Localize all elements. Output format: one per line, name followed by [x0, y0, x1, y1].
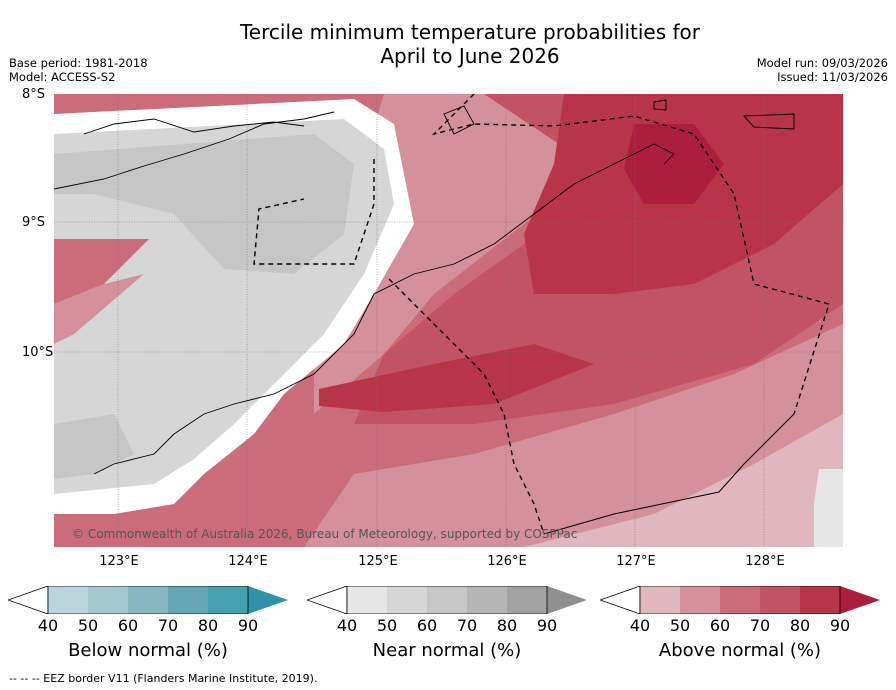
- below-tick: 60: [117, 616, 139, 635]
- zone-above-90: [624, 124, 724, 204]
- near-swatch-50: [387, 586, 427, 614]
- lon-label-126e: 126°E: [487, 554, 527, 569]
- above-tick: 50: [669, 616, 691, 635]
- below-tick: 90: [237, 616, 259, 635]
- near-tick: 90: [536, 616, 558, 635]
- above-tick: 40: [629, 616, 651, 635]
- probability-map[interactable]: [54, 94, 843, 547]
- zone-near-60: [54, 134, 354, 274]
- above-swatch-50: [680, 586, 720, 614]
- meta-right: Model run: 09/03/2026 Issued: 11/03/2026: [757, 56, 888, 84]
- colorbar-near-label: Near normal (%): [372, 640, 522, 661]
- above-tick: 80: [789, 616, 811, 635]
- below-tick: 50: [77, 616, 99, 635]
- above-arrow-left: [598, 585, 641, 615]
- zone-above-80-south: [319, 344, 594, 412]
- zone-above-50-west: [54, 274, 144, 344]
- model-run: Model run: 09/03/2026: [756, 56, 888, 70]
- colorbar-below-label: Below normal (%): [68, 640, 228, 661]
- zone-above-60-west: [54, 239, 149, 304]
- below-swatch-80: [208, 586, 248, 614]
- below-tick: 80: [197, 616, 219, 635]
- below-tick: 40: [37, 616, 59, 635]
- zone-above-40: [524, 414, 843, 547]
- lon-label-128e: 128°E: [745, 554, 785, 569]
- lon-label-123e: 123°E: [99, 554, 139, 569]
- below-swatch-70: [168, 586, 208, 614]
- above-swatch-40: [640, 586, 680, 614]
- lon-label-125e: 125°E: [358, 554, 398, 569]
- near-arrow-left: [305, 585, 348, 615]
- land-border: [543, 413, 795, 535]
- above-tick: 60: [709, 616, 731, 635]
- above-arrow-right: [840, 586, 880, 614]
- near-tick: 70: [456, 616, 478, 635]
- zone-near-60-south: [54, 414, 134, 479]
- colorbar-below: [6, 585, 288, 618]
- near-swatch-40: [347, 586, 387, 614]
- map-canvas: [54, 94, 843, 547]
- colorbar-below-swatches: [6, 585, 288, 615]
- base-period: Base period: 1981-2018: [9, 56, 148, 70]
- above-tick: 70: [749, 616, 771, 635]
- title-line-2: April to June 2026: [380, 44, 560, 68]
- model-name: Model: ACCESS-S2: [9, 70, 116, 84]
- lon-label-124e: 124°E: [228, 554, 268, 569]
- near-arrow-right: [547, 586, 587, 614]
- below-arrow-right: [248, 586, 288, 614]
- zone-near-40-east: [814, 469, 843, 547]
- lat-label-9s: 9°S: [22, 215, 46, 230]
- lon-label-127e: 127°E: [616, 554, 656, 569]
- below-swatch-50: [88, 586, 128, 614]
- colorbar-above: [598, 585, 880, 618]
- near-swatch-60: [427, 586, 467, 614]
- near-tick: 60: [416, 616, 438, 635]
- below-swatch-60: [128, 586, 168, 614]
- near-tick: 80: [496, 616, 518, 635]
- below-arrow-left: [6, 585, 49, 615]
- lat-label-8s: 8°S: [22, 87, 46, 102]
- colorbar-near-swatches: [305, 585, 587, 615]
- above-swatch-80: [800, 586, 840, 614]
- coastlines: [54, 99, 795, 475]
- colorbar-above-swatches: [598, 585, 880, 615]
- eez-border: [253, 94, 830, 535]
- above-tick: 90: [829, 616, 851, 635]
- near-tick: 40: [336, 616, 358, 635]
- title-line-1: Tercile minimum temperature probabilitie…: [239, 20, 701, 44]
- meta-left: Base period: 1981-2018 Model: ACCESS-S2: [9, 56, 148, 84]
- near-swatch-80: [507, 586, 547, 614]
- near-tick: 50: [376, 616, 398, 635]
- above-swatch-70: [760, 586, 800, 614]
- above-swatch-60: [720, 586, 760, 614]
- near-swatch-70: [467, 586, 507, 614]
- copyright-notice: © Commonwealth of Australia 2026, Bureau…: [72, 527, 578, 541]
- eez-legend-footer: -- -- -- EEZ border V11 (Flanders Marine…: [9, 672, 318, 685]
- colorbar-above-label: Above normal (%): [658, 640, 822, 661]
- below-tick: 70: [157, 616, 179, 635]
- issued-date: Issued: 11/03/2026: [777, 70, 888, 84]
- below-swatch-40: [48, 586, 88, 614]
- colorbar-near: [305, 585, 587, 618]
- map-title: Tercile minimum temperature probabilitie…: [170, 20, 770, 68]
- lat-label-10s: 10°S: [22, 345, 54, 360]
- map-grid: [54, 94, 843, 547]
